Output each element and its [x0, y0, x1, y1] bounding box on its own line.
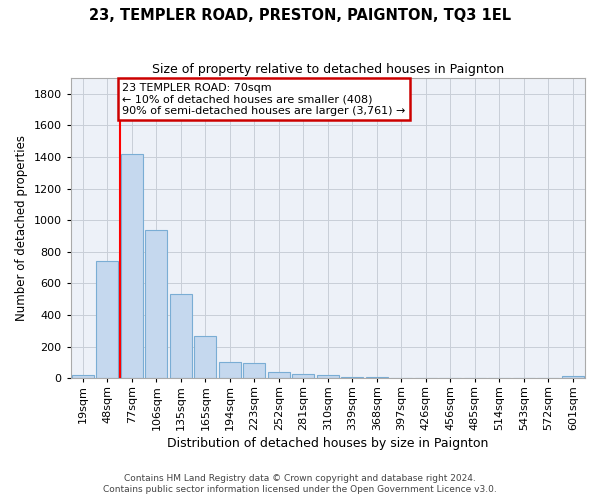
Bar: [145, 230, 167, 378]
Bar: [121, 154, 143, 378]
Bar: [219, 362, 241, 378]
Bar: [170, 294, 192, 378]
Bar: [72, 374, 94, 378]
Bar: [97, 261, 118, 378]
Text: 23 TEMPLER ROAD: 70sqm
← 10% of detached houses are smaller (408)
90% of semi-de: 23 TEMPLER ROAD: 70sqm ← 10% of detached…: [122, 83, 406, 116]
Bar: [562, 376, 584, 378]
Bar: [317, 376, 339, 378]
Text: 23, TEMPLER ROAD, PRESTON, PAIGNTON, TQ3 1EL: 23, TEMPLER ROAD, PRESTON, PAIGNTON, TQ3…: [89, 8, 511, 22]
X-axis label: Distribution of detached houses by size in Paignton: Distribution of detached houses by size …: [167, 437, 488, 450]
Y-axis label: Number of detached properties: Number of detached properties: [15, 135, 28, 321]
Text: Contains HM Land Registry data © Crown copyright and database right 2024.
Contai: Contains HM Land Registry data © Crown c…: [103, 474, 497, 494]
Bar: [194, 336, 217, 378]
Bar: [341, 376, 364, 378]
Bar: [292, 374, 314, 378]
Bar: [244, 363, 265, 378]
Bar: [268, 372, 290, 378]
Title: Size of property relative to detached houses in Paignton: Size of property relative to detached ho…: [152, 62, 504, 76]
